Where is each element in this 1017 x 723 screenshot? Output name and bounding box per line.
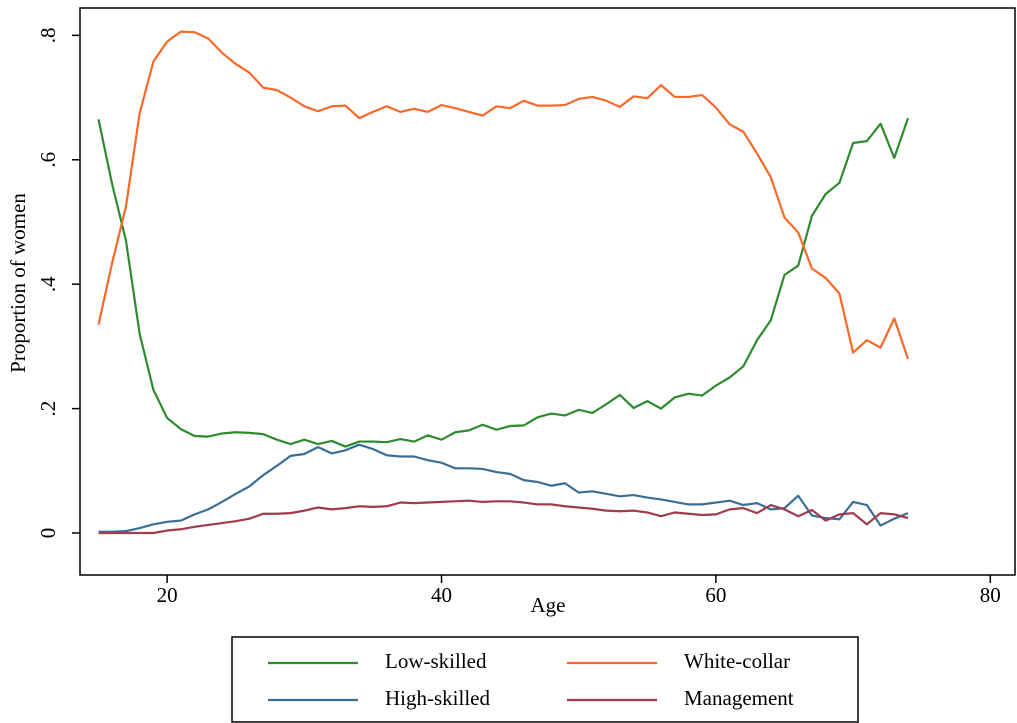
y-tick-label: .2 (36, 401, 60, 417)
y-axis-label: Proportion of women (6, 193, 30, 373)
series-line (97, 117, 910, 448)
series-line (98, 499, 909, 535)
x-tick-label: 20 (157, 583, 178, 607)
y-tick-label: .8 (36, 27, 60, 43)
x-tick-label: 40 (431, 583, 452, 607)
x-tick-label: 60 (705, 583, 726, 607)
legend-label: White-collar (684, 649, 790, 673)
x-axis-label: Age (531, 593, 566, 617)
series-line (97, 30, 910, 360)
legend-label: Management (684, 686, 794, 710)
y-tick-label: 0 (36, 528, 60, 539)
plot-frame (79, 7, 1016, 576)
legend-label: High-skilled (385, 686, 490, 710)
series-line (98, 443, 909, 533)
y-tick-label: .4 (36, 276, 60, 292)
legend-box (231, 636, 859, 723)
y-tick-label: .6 (36, 152, 60, 168)
legend-label: Low-skilled (385, 649, 487, 673)
x-tick-label: 80 (980, 583, 1001, 607)
